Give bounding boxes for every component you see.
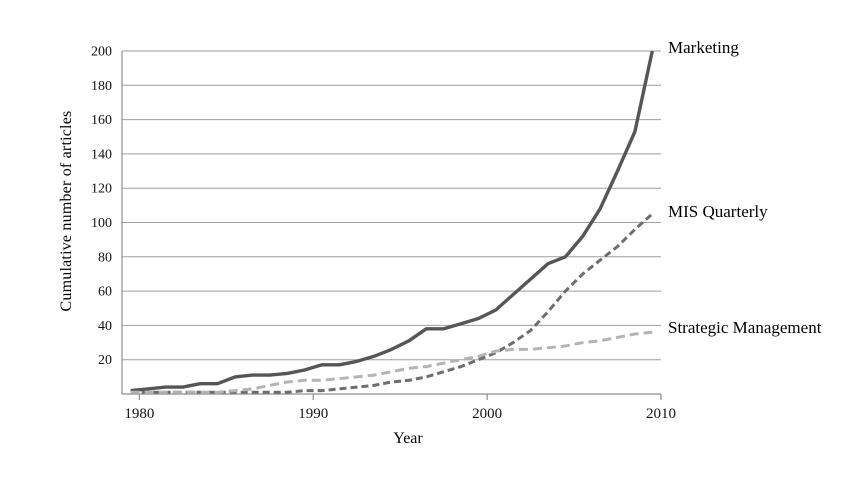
y-axis-title: Cumulative number of articles	[58, 110, 75, 312]
series-label-marketing: Marketing	[668, 38, 739, 57]
y-tick-label: 200	[91, 45, 112, 60]
x-tick-label: 2010	[646, 406, 676, 422]
series-label-strategic-management: Strategic Management	[668, 318, 822, 337]
series-line-strategic-management	[130, 330, 653, 394]
y-tick-label: 100	[91, 216, 112, 231]
y-tick-label: 140	[91, 147, 112, 162]
y-tick-label: 40	[98, 319, 112, 334]
y-tick-label: 120	[91, 182, 112, 197]
series-line-marketing	[130, 50, 654, 393]
y-tick-label: 180	[91, 79, 112, 94]
y-tick-label: 20	[98, 353, 112, 368]
x-axis-title: Year	[393, 430, 423, 447]
x-tick-label: 2000	[472, 406, 502, 422]
x-tick-label: 1990	[298, 406, 328, 422]
series-label-mis-quarterly: MIS Quarterly	[668, 202, 768, 221]
y-tick-label: 80	[98, 250, 112, 265]
x-tick-label: 1980	[124, 406, 154, 422]
y-tick-label: 160	[91, 113, 112, 128]
series-line-mis-quarterly	[130, 212, 654, 394]
y-tick-label: 60	[98, 285, 112, 300]
